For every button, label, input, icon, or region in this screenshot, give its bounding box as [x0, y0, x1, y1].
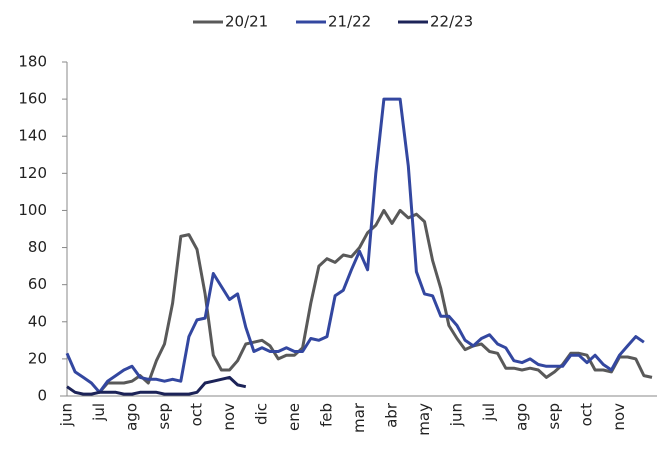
y-tick-label: 0	[37, 387, 47, 405]
y-tick-label: 40	[28, 312, 47, 330]
x-tick-label: ago	[513, 403, 531, 431]
legend-label: 22/23	[430, 13, 473, 31]
x-tick-label: ago	[123, 403, 141, 431]
y-tick-label: 180	[18, 53, 47, 71]
legend-label: 21/22	[328, 13, 371, 31]
y-tick-label: 120	[18, 164, 47, 182]
y-tick-label: 100	[18, 201, 47, 219]
x-tick-label: jul	[480, 403, 498, 422]
series-line	[66, 375, 247, 396]
y-tick-label: 140	[18, 127, 47, 145]
x-tick-label: oct	[578, 403, 596, 426]
y-tick-label: 80	[28, 238, 47, 256]
x-tick-label: jun	[58, 403, 76, 427]
series-line	[65, 97, 645, 394]
x-tick-label: may	[415, 403, 433, 436]
y-tick-label: 60	[28, 275, 47, 293]
x-tick-label: dic	[253, 403, 271, 425]
x-tick-label: abr	[383, 402, 401, 428]
x-tick-label: ene	[285, 403, 303, 431]
x-tick-label: nov	[610, 403, 628, 431]
y-tick-label: 20	[28, 349, 47, 367]
y-tick-label: 160	[18, 90, 47, 108]
x-tick-label: sep	[155, 403, 173, 430]
x-tick-label: feb	[318, 403, 336, 427]
x-tick-label: jul	[90, 403, 108, 422]
x-tick-label: mar	[350, 402, 368, 433]
x-tick-label: sep	[545, 403, 563, 430]
x-tick-label: jun	[448, 403, 466, 427]
legend-label: 20/21	[225, 13, 268, 31]
x-tick-label: nov	[220, 403, 238, 431]
x-tick-label: oct	[188, 403, 206, 426]
